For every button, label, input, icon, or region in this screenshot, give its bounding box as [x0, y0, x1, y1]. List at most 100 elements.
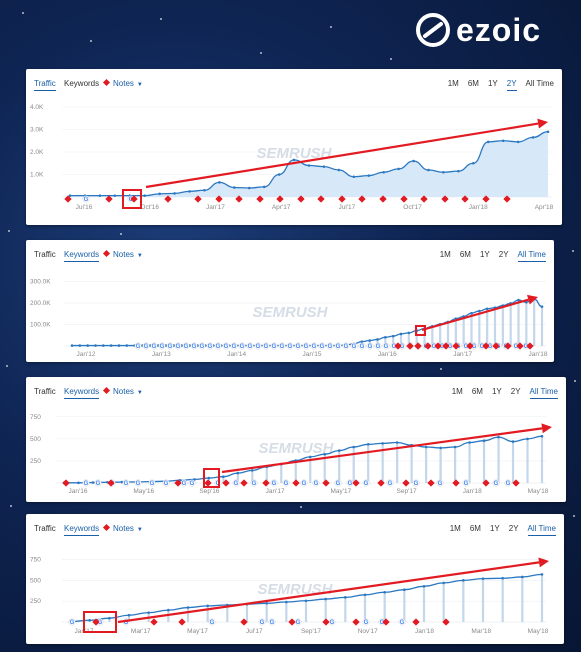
note-marker[interactable] — [394, 342, 402, 350]
google-update-marker[interactable] — [68, 618, 76, 626]
google-update-marker[interactable] — [82, 195, 90, 203]
google-update-marker[interactable] — [492, 479, 500, 487]
note-marker[interactable] — [412, 618, 420, 626]
google-update-marker[interactable] — [82, 479, 90, 487]
note-marker[interactable] — [204, 479, 212, 487]
note-marker[interactable] — [414, 342, 422, 350]
google-update-marker[interactable] — [158, 342, 166, 350]
google-update-marker[interactable] — [166, 342, 174, 350]
note-marker[interactable] — [292, 479, 300, 487]
note-marker[interactable] — [352, 618, 360, 626]
google-update-marker[interactable] — [230, 342, 238, 350]
note-marker[interactable] — [427, 479, 435, 487]
google-update-marker[interactable] — [318, 342, 326, 350]
google-update-marker[interactable] — [122, 479, 130, 487]
note-marker[interactable] — [222, 479, 230, 487]
google-update-marker[interactable] — [412, 479, 420, 487]
google-update-marker[interactable] — [310, 342, 318, 350]
google-update-marker[interactable] — [334, 342, 342, 350]
note-marker[interactable] — [150, 618, 158, 626]
note-marker[interactable] — [164, 195, 172, 203]
note-marker[interactable] — [402, 479, 410, 487]
note-marker[interactable] — [441, 195, 449, 203]
note-marker[interactable] — [420, 195, 428, 203]
google-update-marker[interactable] — [282, 479, 290, 487]
tab-traffic[interactable]: Traffic — [34, 387, 56, 396]
tab-traffic[interactable]: Traffic — [34, 79, 56, 91]
google-update-marker[interactable] — [312, 479, 320, 487]
google-update-marker[interactable] — [334, 479, 342, 487]
note-marker[interactable] — [492, 342, 500, 350]
range-1m[interactable]: 1M — [449, 524, 461, 533]
note-marker[interactable] — [107, 479, 115, 487]
range-1m[interactable]: 1M — [439, 250, 451, 259]
google-update-marker[interactable] — [188, 479, 196, 487]
notes-dropdown[interactable]: Notes ▼ — [102, 386, 143, 398]
range-6m[interactable]: 6M — [459, 250, 471, 259]
note-marker[interactable] — [256, 195, 264, 203]
google-update-marker[interactable] — [350, 342, 358, 350]
google-update-marker[interactable] — [294, 342, 302, 350]
google-update-marker[interactable] — [270, 342, 278, 350]
google-update-marker[interactable] — [270, 479, 278, 487]
tab-traffic[interactable]: Traffic — [34, 524, 56, 533]
note-marker[interactable] — [504, 342, 512, 350]
note-marker[interactable] — [406, 342, 414, 350]
google-update-marker[interactable] — [214, 342, 222, 350]
note-marker[interactable] — [297, 195, 305, 203]
range-2y[interactable]: 2Y — [508, 524, 519, 533]
google-update-marker[interactable] — [262, 342, 270, 350]
range-all-time[interactable]: All Time — [527, 524, 556, 536]
google-update-marker[interactable] — [462, 479, 470, 487]
google-update-marker[interactable] — [258, 618, 266, 626]
google-update-marker[interactable] — [246, 342, 254, 350]
google-update-marker[interactable] — [362, 479, 370, 487]
tab-keywords[interactable]: Keywords — [64, 250, 100, 262]
google-update-marker[interactable] — [142, 342, 150, 350]
google-update-marker[interactable] — [268, 618, 276, 626]
google-update-marker[interactable] — [362, 618, 370, 626]
range-2y[interactable]: 2Y — [510, 387, 521, 396]
note-marker[interactable] — [178, 618, 186, 626]
google-update-marker[interactable] — [148, 479, 156, 487]
google-update-marker[interactable] — [250, 479, 258, 487]
google-update-marker[interactable] — [504, 479, 512, 487]
note-marker[interactable] — [400, 195, 408, 203]
notes-dropdown[interactable]: Notes ▼ — [102, 523, 143, 535]
range-all-time[interactable]: All Time — [525, 79, 554, 88]
note-marker[interactable] — [317, 195, 325, 203]
note-marker[interactable] — [322, 479, 330, 487]
note-marker[interactable] — [379, 195, 387, 203]
note-marker[interactable] — [358, 195, 366, 203]
google-update-marker[interactable] — [94, 479, 102, 487]
google-update-marker[interactable] — [278, 342, 286, 350]
google-update-marker[interactable] — [198, 342, 206, 350]
google-update-marker[interactable] — [150, 342, 158, 350]
range-2y[interactable]: 2Y — [506, 79, 517, 91]
note-marker[interactable] — [194, 195, 202, 203]
range-all-time[interactable]: All Time — [529, 387, 558, 399]
google-update-marker[interactable] — [398, 618, 406, 626]
google-update-marker[interactable] — [182, 342, 190, 350]
note-marker[interactable] — [352, 479, 360, 487]
google-update-marker[interactable] — [342, 342, 350, 350]
google-update-marker[interactable] — [162, 479, 170, 487]
range-all-time[interactable]: All Time — [517, 250, 546, 262]
tab-keywords[interactable]: Keywords — [64, 387, 100, 399]
google-update-marker[interactable] — [300, 479, 308, 487]
google-update-marker[interactable] — [358, 342, 366, 350]
google-update-marker[interactable] — [366, 342, 374, 350]
note-marker[interactable] — [215, 195, 223, 203]
tab-keywords[interactable]: Keywords — [64, 524, 100, 536]
note-marker[interactable] — [262, 479, 270, 487]
note-marker[interactable] — [503, 195, 511, 203]
range-1y[interactable]: 1Y — [491, 387, 502, 396]
google-update-marker[interactable] — [254, 342, 262, 350]
range-1y[interactable]: 1Y — [479, 250, 490, 259]
note-marker[interactable] — [442, 342, 450, 350]
range-1y[interactable]: 1Y — [487, 79, 498, 88]
note-marker[interactable] — [482, 195, 490, 203]
note-marker[interactable] — [424, 342, 432, 350]
google-update-marker[interactable] — [174, 342, 182, 350]
note-marker[interactable] — [452, 342, 460, 350]
